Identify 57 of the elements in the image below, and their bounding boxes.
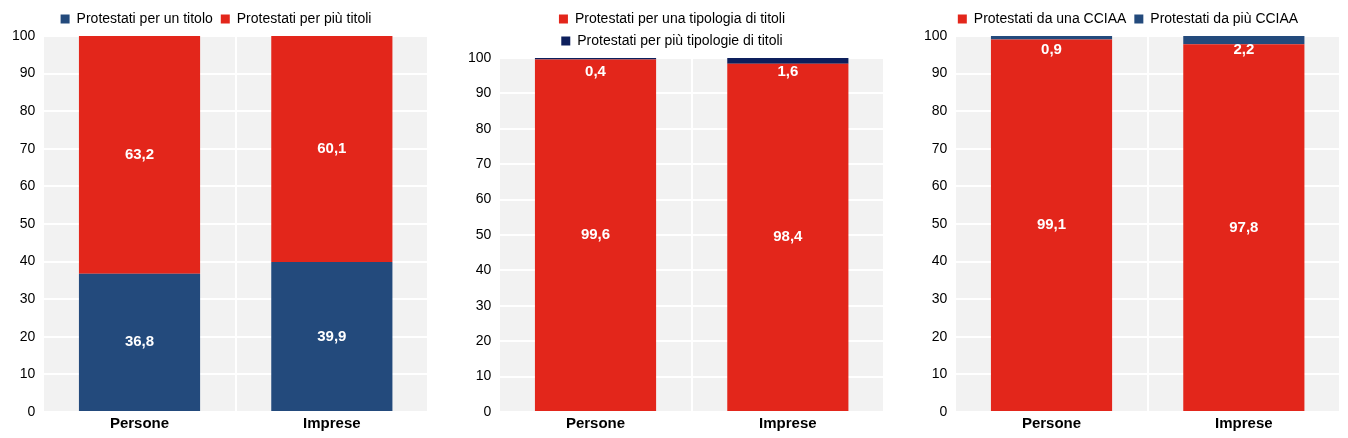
data-label: 99,1 (1036, 215, 1067, 233)
y-tick-label: 0 (27, 402, 36, 419)
y-tick-label: 80 (475, 119, 492, 136)
data-label: 60,1 (317, 139, 347, 157)
data-label: 39,9 (317, 326, 347, 344)
y-tick-label: 50 (931, 214, 948, 231)
y-tick-label: 90 (19, 64, 36, 81)
y-tick-label: 20 (931, 327, 948, 344)
legend-label: Protestati per più titoli (236, 9, 372, 26)
data-label: 2,2 (1233, 40, 1255, 58)
data-label: 98,4 (773, 227, 804, 245)
y-tick-label: 100 (12, 26, 36, 43)
legend-label: Protestati da più CCIAA (1150, 9, 1299, 26)
data-label: 0,4 (585, 62, 607, 80)
y-tick-label: 80 (19, 102, 36, 119)
y-tick-label: 30 (931, 290, 948, 307)
x-tick-label: Imprese (1215, 414, 1273, 432)
data-label: 1,6 (777, 62, 799, 80)
y-tick-label: 20 (19, 327, 36, 344)
y-tick-label: 0 (483, 402, 492, 419)
y-tick-label: 20 (475, 332, 492, 349)
y-tick-label: 70 (931, 139, 948, 156)
y-tick-label: 0 (939, 402, 948, 419)
y-tick-label: 100 (468, 48, 492, 65)
y-tick-label: 70 (475, 155, 492, 172)
y-tick-label: 60 (931, 177, 948, 194)
data-label: 0,9 (1041, 40, 1062, 58)
y-tick-label: 40 (931, 252, 948, 269)
data-label: 63,2 (124, 144, 155, 162)
legend-label: Protestati per una tipologia di titoli (574, 9, 786, 26)
legend-label: Protestati da una CCIAA (973, 9, 1127, 26)
y-tick-label: 10 (475, 367, 492, 384)
data-label: 36,8 (124, 332, 155, 350)
y-tick-label: 100 (924, 26, 948, 43)
y-tick-label: 30 (19, 290, 36, 307)
y-tick-label: 70 (19, 139, 36, 156)
y-tick-label: 80 (931, 102, 948, 119)
y-tick-label: 60 (475, 190, 492, 207)
y-tick-label: 50 (475, 225, 492, 242)
legend-label: Protestati per un titolo (76, 9, 213, 26)
x-tick-label: Imprese (303, 414, 361, 432)
data-label: 97,8 (1229, 217, 1259, 235)
y-tick-label: 90 (475, 84, 492, 101)
y-tick-label: 30 (475, 296, 492, 313)
y-tick-label: 90 (931, 64, 948, 81)
x-tick-label: Persone (565, 414, 626, 432)
x-tick-label: Imprese (759, 414, 817, 432)
y-tick-label: 10 (19, 365, 36, 382)
y-tick-label: 60 (19, 177, 36, 194)
y-tick-label: 50 (19, 214, 36, 231)
y-tick-label: 40 (475, 261, 492, 278)
x-tick-label: Persone (1021, 414, 1082, 432)
legend-label: Protestati per più tipologie di titoli (577, 31, 783, 48)
y-tick-label: 40 (19, 252, 36, 269)
y-tick-label: 10 (931, 365, 948, 382)
data-label: 99,6 (580, 225, 611, 243)
x-tick-label: Persone (109, 414, 170, 432)
